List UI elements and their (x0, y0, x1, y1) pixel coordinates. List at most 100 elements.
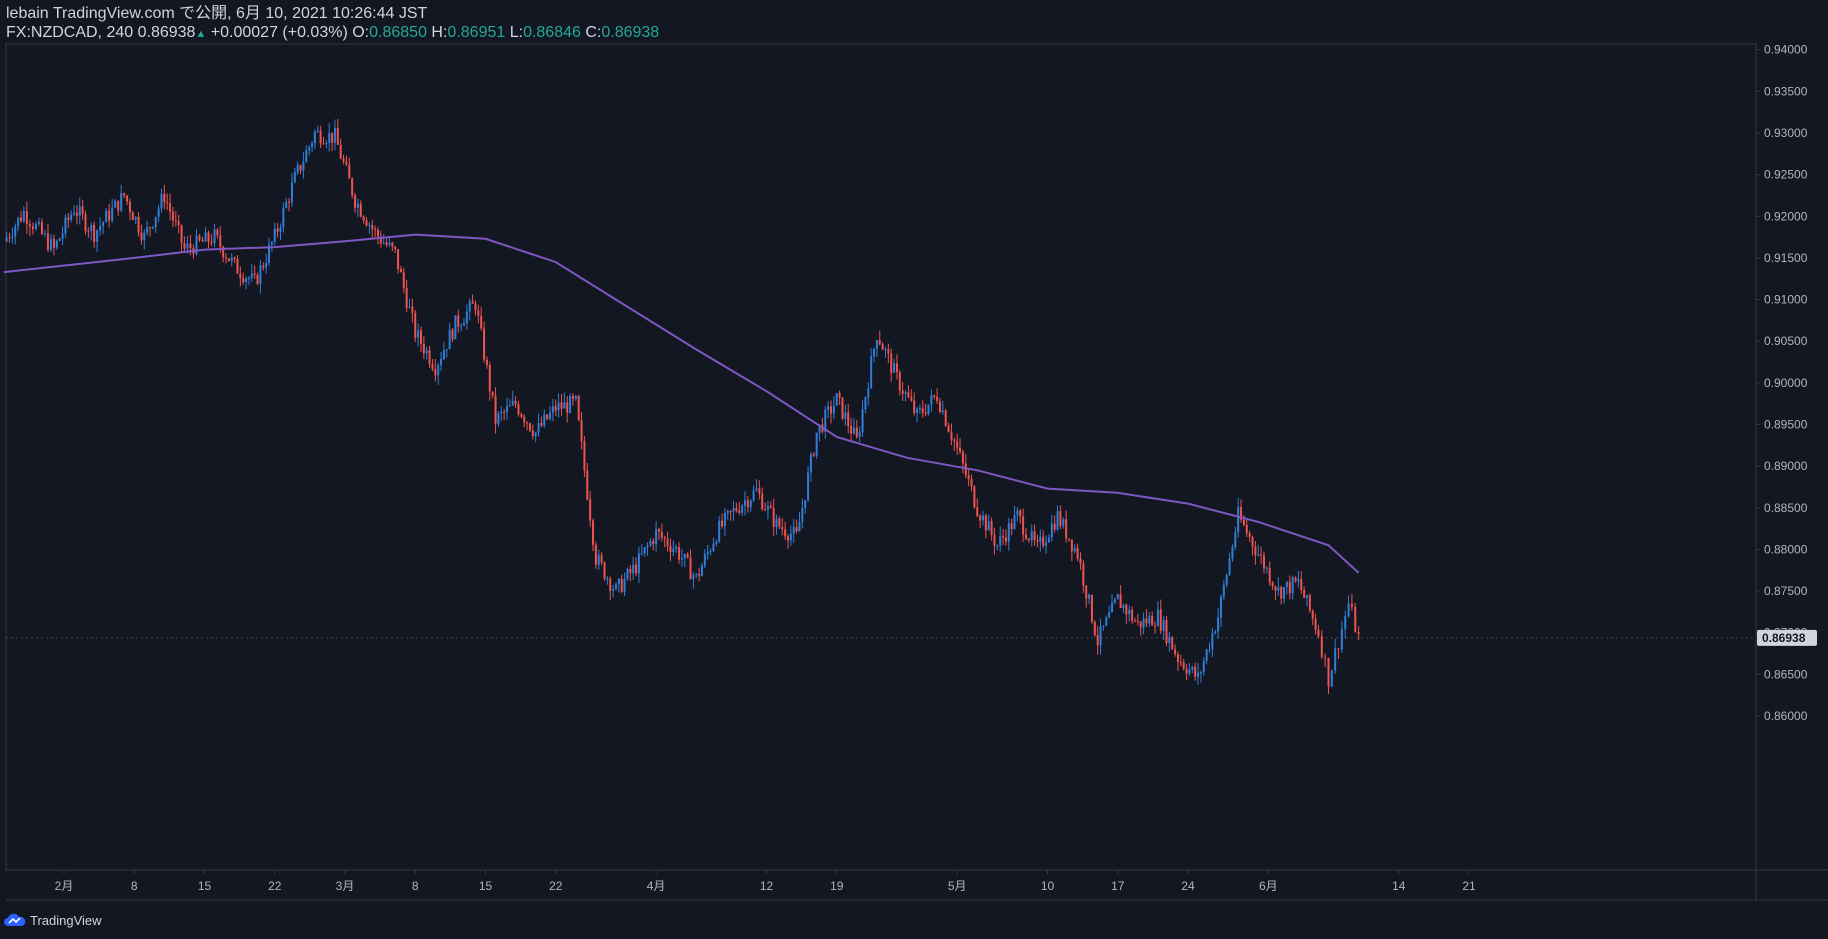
symbol-interval[interactable]: FX:NZDCAD, 240 (6, 24, 134, 41)
candle-body (1030, 531, 1033, 541)
candle (488, 361, 491, 401)
candle (146, 220, 149, 236)
candle (1344, 610, 1347, 639)
candle (844, 404, 847, 426)
candle (362, 215, 365, 224)
candle (333, 119, 336, 151)
candle (111, 198, 114, 223)
candle-body (893, 363, 896, 373)
candle (792, 518, 795, 543)
candle (491, 391, 494, 399)
time-tick-label: 8 (412, 879, 419, 893)
candle-body (1303, 590, 1306, 598)
candle-body (1122, 605, 1125, 609)
candle-body (49, 238, 52, 250)
candle-body (924, 412, 927, 414)
candle-body (5, 237, 8, 242)
candle (807, 466, 810, 502)
candle (1102, 625, 1105, 631)
candle-body (970, 479, 973, 487)
price-tick-label: 0.87500 (1764, 584, 1808, 598)
candle-body (976, 507, 979, 516)
candle (913, 392, 916, 416)
candle (154, 216, 157, 233)
candle-body (700, 565, 703, 576)
candle (448, 323, 451, 350)
candle (316, 125, 319, 133)
candle-body (431, 364, 434, 369)
price-axis[interactable]: 0.860000.865000.870000.875000.880000.885… (1756, 43, 1808, 723)
candle-body (726, 510, 729, 514)
candle (256, 272, 259, 286)
candle-body (1231, 546, 1234, 559)
candle-body (870, 356, 873, 389)
candle (1262, 551, 1265, 574)
candle (1125, 603, 1128, 624)
candle (815, 432, 818, 459)
candle (37, 217, 40, 227)
candle (1162, 616, 1165, 641)
candle-body (46, 233, 49, 250)
candle (351, 177, 354, 199)
price-tick-label: 0.93500 (1764, 84, 1808, 98)
candle (1113, 597, 1116, 605)
candle-body (1211, 633, 1214, 650)
candle-body (1265, 567, 1268, 569)
candle-body (462, 323, 465, 326)
time-axis[interactable]: 2月 8 15 22 3月 8 15 22 4月 12 19 5月 10 17 24 6月 14 21 (55, 870, 1476, 893)
candle-body (706, 551, 709, 555)
current-price-tag: 0.86938 (1757, 629, 1817, 646)
candle-body (437, 364, 440, 376)
candle (764, 502, 767, 511)
candle-body (1280, 587, 1283, 599)
candle (108, 203, 111, 228)
candle (514, 396, 517, 409)
candle (342, 154, 345, 165)
candle (183, 236, 186, 253)
candle (1285, 581, 1288, 595)
candle (827, 400, 830, 419)
candle (11, 227, 14, 244)
candle (1174, 644, 1177, 657)
candle (700, 562, 703, 577)
candle (956, 433, 959, 455)
candle-body (1090, 594, 1093, 622)
candle-body (895, 363, 898, 373)
candle-body (177, 221, 180, 226)
candle-body (643, 547, 646, 554)
candle (1024, 528, 1027, 541)
candle-body (503, 411, 506, 413)
candle-body (28, 224, 31, 227)
candle-body (884, 349, 887, 351)
candle (442, 341, 445, 361)
candle-body (270, 242, 273, 245)
candle (1079, 552, 1082, 571)
candle-body (1156, 609, 1159, 626)
candle-body (1285, 581, 1288, 588)
candle (841, 397, 844, 421)
candle-body (626, 569, 629, 579)
price-tick-label: 0.90000 (1764, 376, 1808, 390)
candle-body (1085, 585, 1088, 599)
candle-body (910, 397, 913, 401)
candle (225, 253, 228, 264)
candle (40, 218, 43, 236)
candle-body (1176, 654, 1179, 662)
price-tick-label: 0.89000 (1764, 459, 1808, 473)
candle (574, 395, 577, 402)
candle-body (14, 226, 17, 237)
candle-body (629, 569, 632, 574)
candle-body (282, 207, 285, 228)
price-tick-label: 0.88000 (1764, 542, 1808, 556)
candle-body (157, 208, 160, 217)
candle (924, 403, 927, 417)
candle (84, 210, 87, 235)
candle-body (465, 311, 468, 324)
candle (451, 327, 454, 343)
candle (1225, 573, 1228, 588)
candle (1334, 638, 1337, 674)
candle (96, 229, 99, 252)
candle (898, 369, 901, 396)
candle-body (683, 554, 686, 559)
